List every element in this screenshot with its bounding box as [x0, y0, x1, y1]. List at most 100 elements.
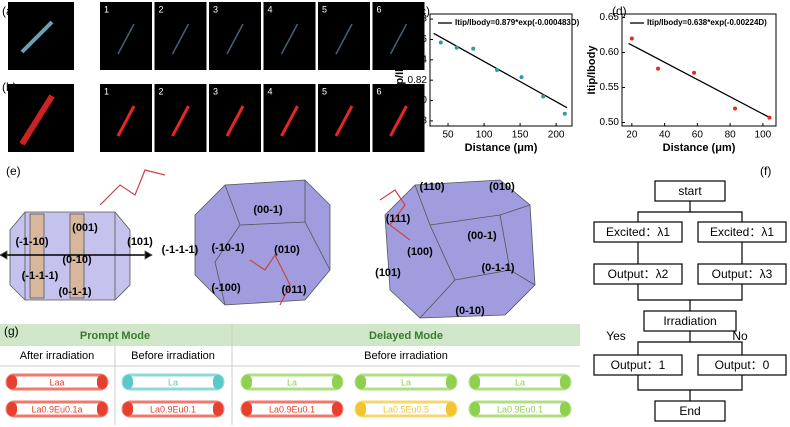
y-tick-label: 0.88 [408, 14, 428, 25]
flow-node [654, 180, 726, 202]
crystal-glow [116, 105, 136, 137]
data-point [471, 46, 476, 51]
plot-frame [429, 13, 573, 127]
crystal-glow [335, 23, 353, 55]
data-point [438, 40, 443, 45]
data-point [656, 66, 661, 71]
condition-label: After irradiation [20, 350, 95, 362]
pill-end [560, 402, 570, 416]
pill-end [446, 375, 456, 389]
frame-number: 5 [322, 86, 327, 96]
face-label: (-10-1) [211, 242, 244, 254]
pill-end [446, 402, 456, 416]
pill-label: La [515, 377, 525, 387]
x-tick-label: 50 [442, 130, 454, 141]
mode-header: Delayed Mode [369, 330, 443, 342]
edge-label: No [732, 329, 748, 343]
pill-label: La0.9Eu0.1 [497, 404, 543, 414]
data-point [629, 36, 634, 41]
legend-entry: Itip/Ibody=0.638*exp(-0.00224D) [647, 18, 767, 27]
frame-number: 1 [104, 4, 109, 14]
flow-node [654, 400, 726, 422]
pill-label: La [168, 377, 178, 387]
condition-label: Before irradiation [131, 350, 215, 362]
pill-end [242, 375, 252, 389]
crystal-glow [389, 23, 408, 55]
plot-frame [621, 13, 777, 127]
fit-line [433, 32, 568, 109]
x-tick-label: 100 [755, 130, 772, 141]
pill-end [470, 402, 480, 416]
data-point [519, 75, 524, 80]
frame-number: 2 [159, 4, 164, 14]
data-point [733, 106, 738, 111]
frame-number: 4 [268, 4, 273, 14]
face-label: (010) [274, 244, 300, 256]
micrograph [8, 2, 74, 70]
mode-header: Prompt Mode [80, 330, 150, 342]
data-point [562, 111, 567, 116]
y-axis-label: Itip/Ibody [586, 45, 598, 95]
crystal-glow [389, 105, 408, 137]
pill-label: La [287, 377, 297, 387]
flow-node-label: Output：0 [715, 358, 770, 372]
pill-end [213, 402, 223, 416]
pill-end [470, 375, 480, 389]
frame-number: 5 [322, 4, 327, 14]
face-label: (-1-1-1) [22, 270, 59, 282]
pill-end [7, 375, 17, 389]
micrograph [100, 2, 152, 70]
pill-end [123, 375, 133, 389]
flow-arrows [637, 201, 743, 401]
face-label: (0-1-1) [58, 286, 91, 298]
face-label: (100) [407, 246, 433, 258]
pill-end [356, 375, 366, 389]
panel-label: (d) [612, 4, 627, 18]
micrograph [154, 2, 207, 70]
x-tick-label: 40 [659, 130, 671, 141]
y-tick-label: 0.60 [600, 47, 620, 58]
face-label: (0-10) [455, 305, 485, 317]
crystal-glow [19, 94, 55, 146]
x-tick-label: 150 [512, 130, 529, 141]
x-tick-label: 200 [548, 130, 565, 141]
pill-end [97, 375, 107, 389]
face-label: (00-1) [253, 204, 283, 216]
y-tick-label: 0.84 [408, 54, 428, 65]
flow-node [643, 310, 737, 332]
pill-label: Laa [49, 377, 64, 387]
flow-node-label: Output：λ2 [608, 267, 669, 281]
pill-label: La0.5Eu0.5 [383, 404, 429, 414]
y-tick-label: 0.82 [408, 75, 428, 86]
legend-entry: Itip/Ibody=0.879*exp(-0.000483D) [455, 18, 580, 27]
crystal-glow [334, 105, 354, 137]
panel-label: (e) [6, 164, 21, 178]
pill-end [332, 375, 342, 389]
pill-end [7, 402, 17, 416]
edge-label: Yes [606, 329, 626, 343]
micrograph [263, 2, 316, 70]
x-axis-label: Distance (μm) [465, 142, 538, 154]
flow-node-label: Excited：λ1 [710, 225, 774, 239]
data-point [495, 68, 500, 72]
frame-number: 2 [159, 86, 164, 96]
pill-end [560, 375, 570, 389]
x-axis-label: Distance (μm) [663, 142, 736, 154]
y-tick-label: 0.86 [408, 34, 428, 45]
frame-number: 1 [104, 86, 109, 96]
x-tick-label: 100 [476, 130, 493, 141]
frame-number: 4 [268, 86, 273, 96]
panel-label: (f) [760, 164, 771, 178]
face-label: (0-1-1) [481, 262, 514, 274]
flow-node-label: Output：1 [611, 358, 666, 372]
face-label: (011) [281, 284, 306, 296]
face-label: (-1-1-1) [162, 244, 199, 256]
data-point [454, 45, 459, 50]
face-label: (101) [127, 236, 153, 248]
pill-end [213, 375, 223, 389]
crystal-shapes [0, 169, 536, 319]
face-label: (-1-10) [15, 236, 48, 248]
data-point [541, 94, 546, 99]
x-tick-label: 60 [692, 130, 704, 141]
